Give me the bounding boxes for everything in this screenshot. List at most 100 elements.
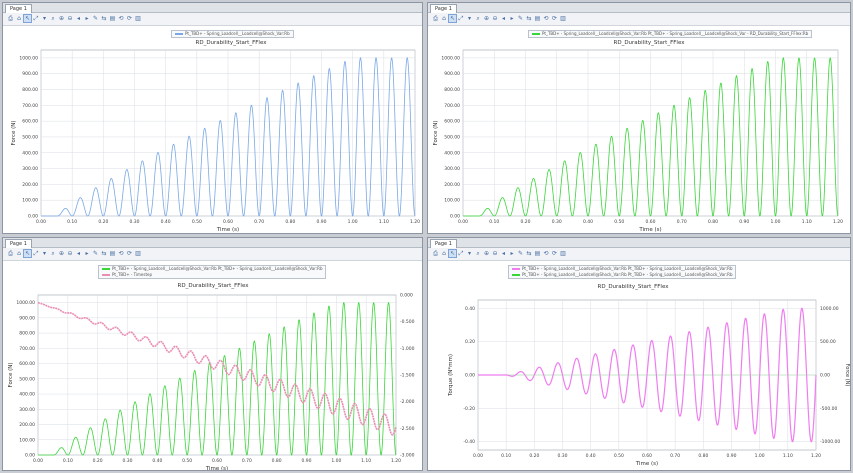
zoom-fit-icon[interactable]: ⤢ [33, 250, 39, 257]
swap-icon[interactable]: ⇆ [526, 250, 532, 257]
print-icon[interactable]: ⎙ [433, 250, 438, 257]
print-icon[interactable]: ⎙ [8, 15, 13, 22]
zoom-icon[interactable]: ⌕ [51, 250, 55, 257]
chart-svg: 0.00 0.10 0.20 0.30 0.40 0.50 0.60 0.70 0.80 0.90… [433, 49, 843, 233]
print-icon[interactable]: ⎙ [8, 250, 13, 257]
undo-icon[interactable]: ⟲ [118, 15, 124, 22]
zoom-in-icon[interactable]: ⊕ [483, 250, 490, 257]
zoom-icon[interactable]: ⌕ [51, 15, 55, 22]
y2-tick-label: -1.000 [400, 346, 415, 352]
dropdown-icon[interactable]: ▾ [42, 15, 46, 22]
edit-icon[interactable]: ✎ [517, 250, 524, 257]
dropdown-icon[interactable]: ▾ [42, 250, 46, 257]
x-tick-label: 1.10 [802, 219, 812, 225]
zoom-fit-icon[interactable]: ⤢ [33, 15, 39, 22]
y-tick-label: 0.00 [450, 214, 460, 220]
pan-left-icon[interactable]: ◂ [76, 15, 80, 22]
x-tick-label: 0.80 [272, 458, 282, 464]
zoom-icon[interactable]: ⌕ [476, 250, 480, 257]
x-tick-label: 0.10 [489, 219, 499, 225]
zoom-out-icon[interactable]: ⊖ [492, 250, 498, 257]
swap-icon[interactable]: ⇆ [526, 15, 532, 22]
undo-icon[interactable]: ⟲ [543, 15, 549, 22]
layout-icon[interactable]: ▥ [560, 15, 566, 22]
x-tick-label: 0.80 [708, 219, 718, 225]
home-icon[interactable]: ⌂ [442, 15, 446, 22]
home-icon[interactable]: ⌂ [17, 15, 21, 22]
y2-tick-label: 500.00 [820, 339, 836, 345]
redo-icon[interactable]: ⟳ [551, 250, 558, 257]
select-icon[interactable]: ↖ [23, 14, 32, 23]
pan-right-icon[interactable]: ▸ [85, 250, 89, 257]
y2-tick-label: -3.000 [400, 453, 415, 459]
x-tick-label: 1.10 [783, 453, 793, 459]
y2-tick-label: -0.500 [400, 319, 415, 325]
x-axis-label: Time (s) [216, 227, 239, 233]
zoom-in-icon[interactable]: ⊕ [58, 15, 65, 22]
pan-right-icon[interactable]: ▸ [85, 15, 89, 22]
pan-right-icon[interactable]: ▸ [510, 15, 514, 22]
table-icon[interactable]: ▤ [534, 250, 541, 257]
layout-icon[interactable]: ▥ [560, 250, 566, 257]
pan-left-icon[interactable]: ◂ [76, 250, 80, 257]
legend: Pt_TBD+ - Spring_Loadcell__Loadcell@Shoc… [171, 30, 294, 38]
tab-page-1[interactable]: Page 1 [5, 4, 32, 13]
dropdown-icon[interactable]: ▾ [467, 15, 471, 22]
y-tick-label: 400.00 [22, 150, 38, 156]
x-tick-label: 0.70 [254, 219, 264, 225]
undo-icon[interactable]: ⟲ [118, 250, 124, 257]
pan-left-icon[interactable]: ◂ [501, 15, 505, 22]
x-tick-label: 0.50 [192, 219, 202, 225]
x-tick-label: 0.90 [739, 219, 749, 225]
x-tick-label: 0.40 [583, 219, 593, 225]
home-icon[interactable]: ⌂ [442, 250, 446, 257]
legend-label: Pt_TBD+ - Spring_Loadcell__Loadcell@Shoc… [112, 266, 323, 271]
zoom-fit-icon[interactable]: ⤢ [458, 15, 464, 22]
table-icon[interactable]: ▤ [109, 250, 116, 257]
pan-left-icon[interactable]: ◂ [501, 250, 505, 257]
tab-page-1[interactable]: Page 1 [430, 4, 457, 13]
zoom-out-icon[interactable]: ⊖ [67, 15, 73, 22]
tab-page-1[interactable]: Page 1 [430, 239, 457, 248]
edit-icon[interactable]: ✎ [517, 15, 524, 22]
dropdown-icon[interactable]: ▾ [467, 250, 471, 257]
select-icon[interactable]: ↖ [23, 249, 32, 258]
x-tick-label: 1.00 [348, 219, 358, 225]
x-tick-label: 0.90 [301, 458, 311, 464]
select-icon[interactable]: ↖ [448, 249, 457, 258]
zoom-out-icon[interactable]: ⊖ [67, 250, 73, 257]
x-tick-label: 0.70 [242, 458, 252, 464]
x-tick-label: 0.30 [552, 219, 562, 225]
y-tick-label: 900.00 [19, 315, 35, 321]
y-tick-label: 800.00 [444, 87, 460, 93]
print-icon[interactable]: ⎙ [433, 15, 438, 22]
redo-icon[interactable]: ⟳ [126, 15, 133, 22]
select-icon[interactable]: ↖ [448, 14, 457, 23]
x-tick-label: 1.20 [811, 453, 821, 459]
swap-icon[interactable]: ⇆ [101, 250, 107, 257]
x-tick-label: 1.20 [833, 219, 843, 225]
pan-right-icon[interactable]: ▸ [510, 250, 514, 257]
table-icon[interactable]: ▤ [534, 15, 541, 22]
undo-icon[interactable]: ⟲ [543, 250, 549, 257]
home-icon[interactable]: ⌂ [17, 250, 21, 257]
zoom-fit-icon[interactable]: ⤢ [458, 250, 464, 257]
edit-icon[interactable]: ✎ [92, 250, 99, 257]
y-tick-label: -0.40 [463, 439, 475, 445]
zoom-in-icon[interactable]: ⊕ [58, 250, 65, 257]
redo-icon[interactable]: ⟳ [126, 250, 133, 257]
zoom-in-icon[interactable]: ⊕ [483, 15, 490, 22]
y2-tick-label: -2.500 [400, 426, 415, 432]
edit-icon[interactable]: ✎ [92, 15, 99, 22]
table-icon[interactable]: ▤ [109, 15, 116, 22]
layout-icon[interactable]: ▥ [135, 250, 141, 257]
x-axis-label: Time (s) [635, 461, 658, 467]
layout-icon[interactable]: ▥ [135, 15, 141, 22]
swap-icon[interactable]: ⇆ [101, 15, 107, 22]
redo-icon[interactable]: ⟳ [551, 15, 558, 22]
chart-title: RD_Durability_Start_FFlex [597, 284, 669, 290]
tab-page-1[interactable]: Page 1 [5, 239, 32, 248]
zoom-icon[interactable]: ⌕ [476, 15, 480, 22]
y2-tick-label: -1.500 [400, 373, 415, 379]
zoom-out-icon[interactable]: ⊖ [492, 15, 498, 22]
